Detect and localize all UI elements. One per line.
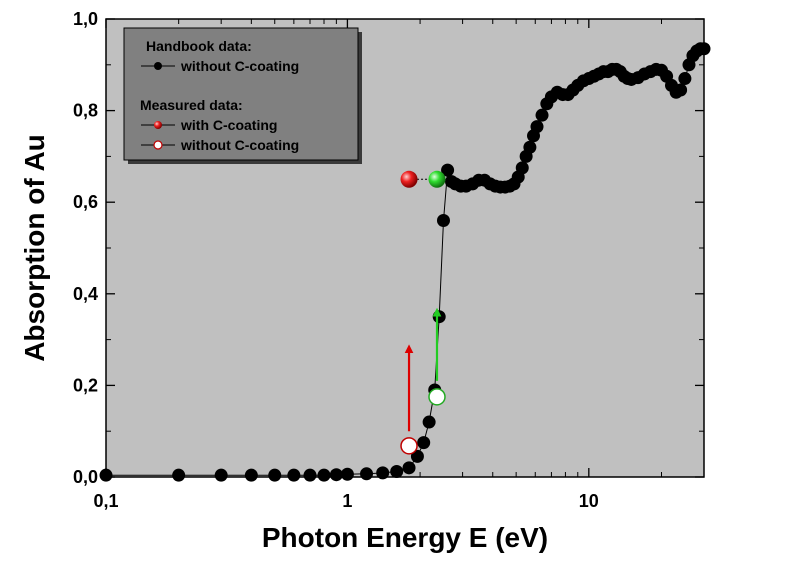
handbook-point	[436, 214, 450, 228]
handbook-point	[523, 140, 537, 154]
annotation-layer	[404, 307, 442, 432]
legend-header-handbook: Handbook data:	[146, 38, 252, 54]
x-tick-label: 1	[342, 491, 352, 511]
handbook-point	[244, 468, 258, 482]
coated-point	[400, 170, 418, 188]
legend-marker-uncoated	[153, 140, 163, 150]
handbook-point	[678, 72, 692, 86]
y-tick-label: 0,0	[73, 467, 98, 487]
legend-marker-handbook	[154, 62, 162, 70]
handbook-point	[329, 468, 343, 482]
x-tick-label: 10	[579, 491, 599, 511]
uncoated-point	[428, 388, 446, 406]
y-tick-label: 0,8	[73, 101, 98, 121]
legend-label-uncoated: without C-coating	[180, 137, 299, 153]
y-tick-label: 0,2	[73, 375, 98, 395]
legend-box	[123, 27, 359, 161]
uncoated-point	[400, 437, 418, 455]
handbook-point	[360, 467, 374, 481]
handbook-point	[441, 163, 455, 177]
handbook-point	[268, 468, 282, 482]
plot-frame	[105, 18, 705, 478]
handbook-point	[317, 468, 331, 482]
x-tick-label: 0,1	[93, 491, 118, 511]
y-tick-label: 0,4	[73, 284, 98, 304]
handbook-point	[530, 120, 544, 134]
series-layer	[99, 42, 711, 482]
x-tick-labels: 0,1 1 10	[93, 491, 598, 511]
y-tick-labels: 0,0 0,2 0,4 0,6 0,8 1,0	[73, 9, 98, 487]
handbook-point	[390, 465, 404, 479]
handbook-point	[376, 466, 390, 480]
legend-marker-coated	[154, 121, 162, 129]
y-tick-label: 0,6	[73, 192, 98, 212]
handbook-point	[422, 415, 436, 429]
handbook-point	[287, 468, 301, 482]
handbook-point	[303, 468, 317, 482]
legend-label-handbook: without C-coating	[180, 58, 299, 74]
y-axis-title: Absorption of Au	[19, 134, 50, 362]
legend: Handbook data: without C-coating Measure…	[123, 27, 362, 164]
y-tick-label: 1,0	[73, 9, 98, 29]
handbook-point	[515, 161, 529, 175]
handbook-point	[402, 461, 416, 475]
handbook-point	[214, 468, 228, 482]
handbook-point	[432, 310, 446, 324]
handbook-point	[340, 467, 354, 481]
handbook-point	[535, 108, 549, 122]
legend-header-measured: Measured data:	[140, 97, 243, 113]
x-axis-title: Photon Energy E (eV)	[262, 522, 548, 553]
legend-label-coated: with C-coating	[180, 117, 277, 133]
handbook-point	[172, 468, 186, 482]
handbook-point	[410, 449, 424, 463]
handbook-point	[674, 83, 688, 97]
handbook-point	[417, 436, 431, 450]
coated-point	[428, 170, 446, 188]
